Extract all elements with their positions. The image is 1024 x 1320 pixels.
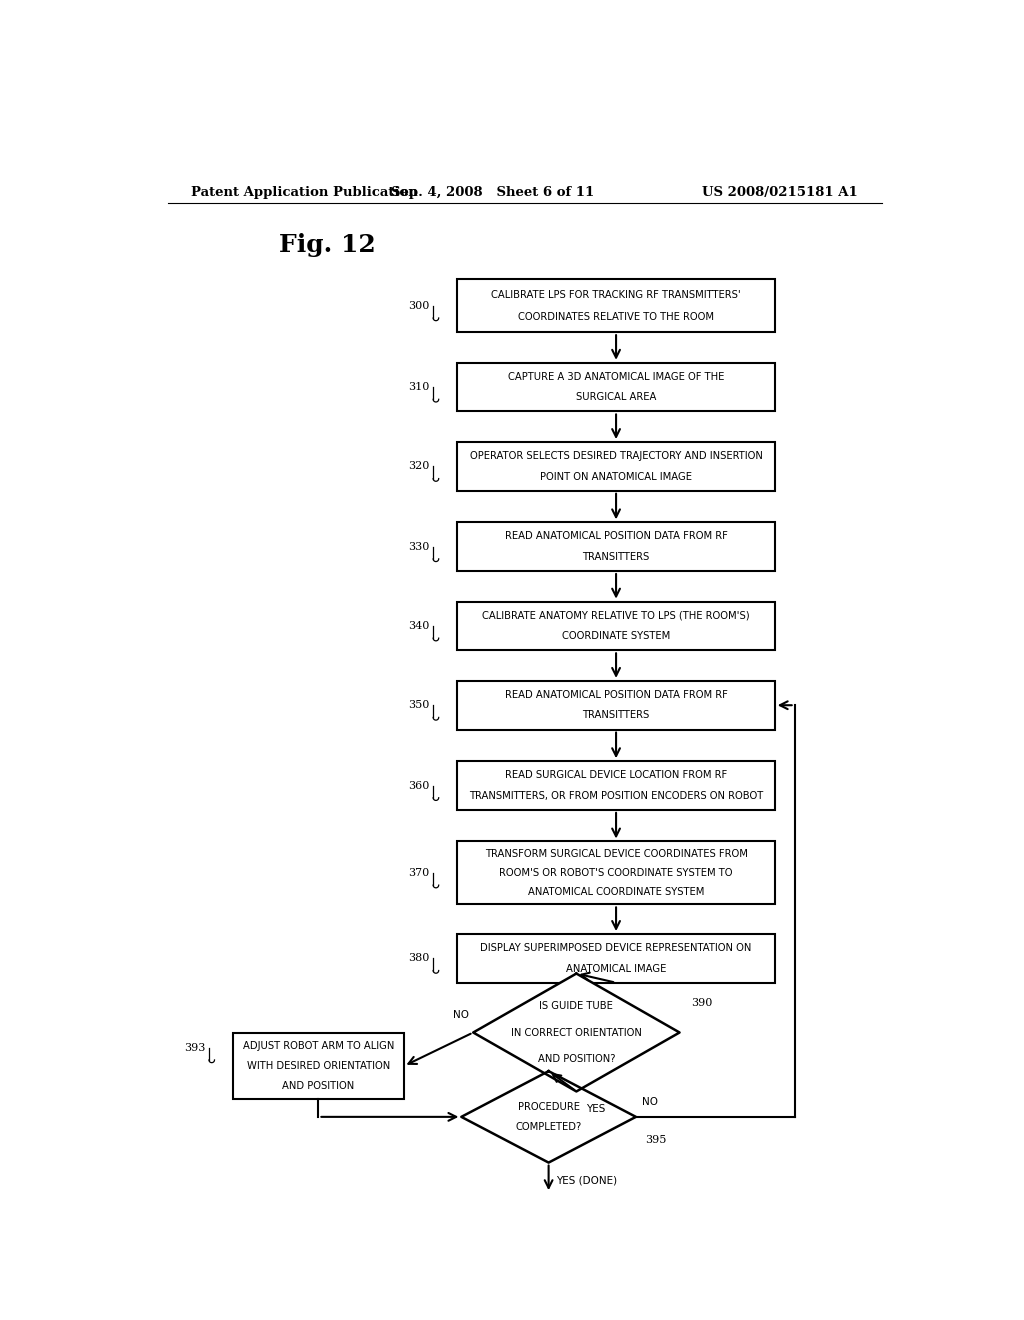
Text: 360: 360 — [409, 780, 430, 791]
Text: ANATOMICAL COORDINATE SYSTEM: ANATOMICAL COORDINATE SYSTEM — [528, 887, 705, 896]
Text: OPERATOR SELECTS DESIRED TRAJECTORY AND INSERTION: OPERATOR SELECTS DESIRED TRAJECTORY AND … — [470, 451, 763, 461]
Text: IN CORRECT ORIENTATION: IN CORRECT ORIENTATION — [511, 1027, 642, 1038]
Text: CAPTURE A 3D ANATOMICAL IMAGE OF THE: CAPTURE A 3D ANATOMICAL IMAGE OF THE — [508, 372, 724, 381]
Text: CALIBRATE LPS FOR TRACKING RF TRANSMITTERS': CALIBRATE LPS FOR TRACKING RF TRANSMITTE… — [492, 289, 741, 300]
Text: US 2008/0215181 A1: US 2008/0215181 A1 — [702, 186, 858, 199]
Text: COMPLETED?: COMPLETED? — [515, 1122, 582, 1133]
Text: COORDINATE SYSTEM: COORDINATE SYSTEM — [562, 631, 670, 642]
Text: TRANSFORM SURGICAL DEVICE COORDINATES FROM: TRANSFORM SURGICAL DEVICE COORDINATES FR… — [484, 849, 748, 859]
Text: COORDINATES RELATIVE TO THE ROOM: COORDINATES RELATIVE TO THE ROOM — [518, 312, 714, 322]
Text: SURGICAL AREA: SURGICAL AREA — [575, 392, 656, 403]
Text: 310: 310 — [409, 381, 430, 392]
Text: 320: 320 — [409, 462, 430, 471]
Text: Patent Application Publication: Patent Application Publication — [191, 186, 418, 199]
Text: Fig. 12: Fig. 12 — [279, 232, 376, 257]
Text: PROCEDURE: PROCEDURE — [517, 1102, 580, 1111]
Text: AND POSITION?: AND POSITION? — [538, 1055, 615, 1064]
Text: WITH DESIRED ORIENTATION: WITH DESIRED ORIENTATION — [247, 1061, 390, 1071]
Text: READ ANATOMICAL POSITION DATA FROM RF: READ ANATOMICAL POSITION DATA FROM RF — [505, 532, 727, 541]
Text: ADJUST ROBOT ARM TO ALIGN: ADJUST ROBOT ARM TO ALIGN — [243, 1041, 394, 1051]
Text: 393: 393 — [184, 1043, 206, 1053]
Text: READ SURGICAL DEVICE LOCATION FROM RF: READ SURGICAL DEVICE LOCATION FROM RF — [505, 771, 727, 780]
Bar — [458, 681, 775, 730]
Text: TRANSMITTERS, OR FROM POSITION ENCODERS ON ROBOT: TRANSMITTERS, OR FROM POSITION ENCODERS … — [469, 791, 763, 801]
Bar — [458, 841, 775, 904]
Text: 395: 395 — [645, 1135, 667, 1144]
Text: READ ANATOMICAL POSITION DATA FROM RF: READ ANATOMICAL POSITION DATA FROM RF — [505, 690, 727, 700]
Bar — [458, 363, 775, 412]
Text: IS GUIDE TUBE: IS GUIDE TUBE — [540, 1001, 613, 1011]
Text: 300: 300 — [409, 301, 430, 310]
Polygon shape — [473, 974, 680, 1092]
Text: ROOM'S OR ROBOT'S COORDINATE SYSTEM TO: ROOM'S OR ROBOT'S COORDINATE SYSTEM TO — [500, 869, 733, 878]
Text: Sep. 4, 2008   Sheet 6 of 11: Sep. 4, 2008 Sheet 6 of 11 — [391, 186, 595, 199]
Bar — [233, 1034, 403, 1100]
Text: NO: NO — [642, 1097, 658, 1106]
Text: AND POSITION: AND POSITION — [283, 1081, 354, 1090]
Text: 350: 350 — [409, 700, 430, 710]
Polygon shape — [462, 1071, 636, 1163]
Text: TRANSITTERS: TRANSITTERS — [583, 710, 649, 721]
Bar — [458, 442, 775, 491]
Text: ANATOMICAL IMAGE: ANATOMICAL IMAGE — [566, 964, 667, 974]
Text: YES (DONE): YES (DONE) — [557, 1176, 617, 1185]
Text: CALIBRATE ANATOMY RELATIVE TO LPS (THE ROOM'S): CALIBRATE ANATOMY RELATIVE TO LPS (THE R… — [482, 611, 750, 620]
Text: 370: 370 — [409, 869, 430, 878]
Text: NO: NO — [454, 1010, 469, 1020]
Bar — [458, 602, 775, 651]
Bar — [458, 762, 775, 810]
Text: DISPLAY SUPERIMPOSED DEVICE REPRESENTATION ON: DISPLAY SUPERIMPOSED DEVICE REPRESENTATI… — [480, 942, 752, 953]
Text: 330: 330 — [409, 541, 430, 552]
Text: 390: 390 — [691, 998, 713, 1008]
Text: POINT ON ANATOMICAL IMAGE: POINT ON ANATOMICAL IMAGE — [540, 471, 692, 482]
Bar — [458, 935, 775, 982]
Text: 380: 380 — [409, 953, 430, 964]
Text: 340: 340 — [409, 620, 430, 631]
Text: YES: YES — [586, 1104, 605, 1114]
Bar — [458, 280, 775, 333]
Text: TRANSITTERS: TRANSITTERS — [583, 552, 649, 562]
Bar — [458, 523, 775, 572]
